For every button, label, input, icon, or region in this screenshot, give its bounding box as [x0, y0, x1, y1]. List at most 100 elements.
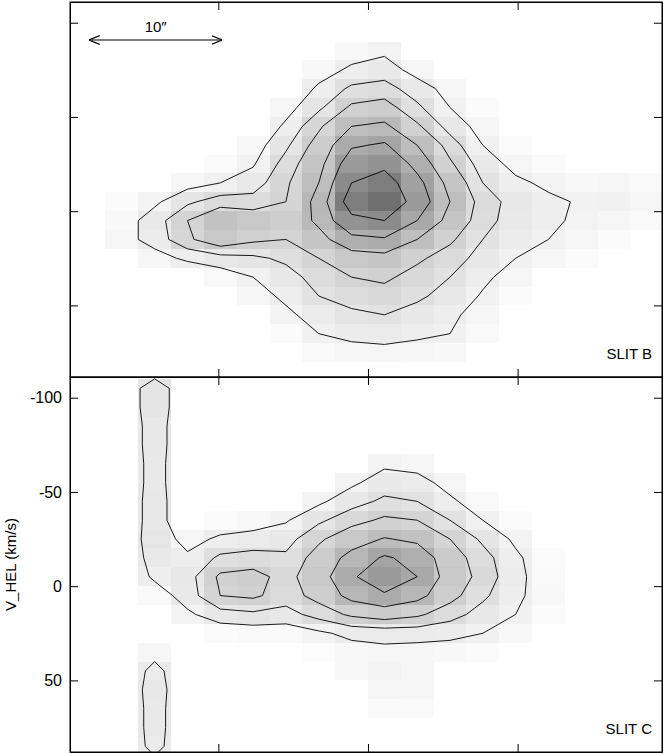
heat-cell: [499, 737, 532, 752]
heat-cell: [204, 680, 237, 699]
heat-cell: [105, 305, 138, 324]
tick: [654, 586, 662, 587]
heat-cell: [335, 42, 368, 61]
heat-cell: [105, 586, 138, 605]
heat-cell: [237, 473, 270, 492]
heat-cell: [565, 473, 598, 492]
panel-title: SLIT C: [606, 720, 653, 737]
heat-cell: [565, 662, 598, 681]
heat-cell: [466, 23, 499, 42]
heat-cell: [499, 79, 532, 98]
tick-mark: [654, 211, 662, 212]
heat-cell: [401, 605, 434, 624]
heat-cell: [105, 60, 138, 79]
heat-cell: [237, 718, 270, 737]
heat-cell: [598, 117, 631, 136]
heat-cell: [368, 379, 401, 398]
axis-line: [654, 3, 663, 378]
heat-cell: [105, 492, 138, 511]
heat-cell: [434, 136, 467, 155]
heat-cell: [565, 117, 598, 136]
tick: [518, 377, 519, 385]
heat-cell: [335, 192, 368, 211]
heat-cell: [171, 268, 204, 287]
heat-cell: [499, 624, 532, 643]
contour-line: [140, 379, 526, 752]
tick-mark: [368, 377, 369, 385]
heat-cell: [630, 398, 662, 417]
figure: SLIT B10″-100-50050SLIT CV_HEL (km/s): [0, 0, 665, 754]
heat-cell: [532, 287, 565, 306]
heat-cell: [335, 287, 368, 306]
heat-cell: [630, 60, 662, 79]
axis-line: [71, 369, 663, 378]
heat-cell: [401, 680, 434, 699]
heat-cell: [368, 548, 401, 567]
heat-cell: [598, 79, 631, 98]
heat-cell: [171, 23, 204, 42]
heat-cell: [466, 417, 499, 436]
heat-cell: [499, 23, 532, 42]
heat-cell: [270, 662, 303, 681]
heat-cell: [73, 662, 106, 681]
heat-cell: [434, 23, 467, 42]
contour-line: [330, 538, 439, 607]
heat-cell: [105, 268, 138, 287]
heat-cell: [466, 737, 499, 752]
heat-cell: [335, 343, 368, 362]
heat-cell: [302, 454, 335, 473]
heat-cell: [401, 343, 434, 362]
heat-cell: [73, 268, 106, 287]
contour-line: [311, 122, 450, 253]
heat-cell: [565, 586, 598, 605]
heat-cell: [138, 567, 171, 586]
heat-cell: [335, 98, 368, 117]
heat-cell: [630, 548, 662, 567]
heat-cell: [401, 473, 434, 492]
heat-cell: [335, 699, 368, 718]
heat-cell: [499, 305, 532, 324]
heat-cell: [598, 211, 631, 230]
heat-cell: [434, 473, 467, 492]
heat-cell: [532, 42, 565, 61]
heat-cell: [401, 4, 434, 23]
heat-cell: [335, 605, 368, 624]
heat-cell: [434, 454, 467, 473]
heat-cell: [401, 287, 434, 306]
heat-cell: [401, 155, 434, 174]
heat-cell: [499, 662, 532, 681]
heat-cell: [105, 230, 138, 249]
heat-cell: [532, 718, 565, 737]
tick-mark: [654, 398, 662, 399]
heat-cell: [598, 362, 631, 377]
heat-cell: [630, 23, 662, 42]
heat-cell: [401, 530, 434, 549]
heat-cell: [204, 343, 237, 362]
heat-cell: [270, 23, 303, 42]
heat-cell: [138, 718, 171, 737]
heat-cell: [466, 718, 499, 737]
heat-cell: [73, 699, 106, 718]
heat-cell: [532, 643, 565, 662]
tick: [654, 23, 662, 24]
tick-mark: [70, 492, 78, 493]
heat-cell: [270, 268, 303, 287]
heat-cell: [105, 23, 138, 42]
heat-cell: [105, 417, 138, 436]
tick: [70, 23, 78, 24]
heat-cell: [270, 699, 303, 718]
heat-cell: [565, 305, 598, 324]
heat-cell: [73, 249, 106, 268]
heat-cell: [270, 473, 303, 492]
heat-cell: [204, 60, 237, 79]
heat-cell: [401, 42, 434, 61]
heat-cell: [138, 398, 171, 417]
heat-cell: [499, 173, 532, 192]
heat-cell: [598, 287, 631, 306]
heat-cell: [171, 173, 204, 192]
heat-cell: [270, 398, 303, 417]
heat-cell: [73, 492, 106, 511]
tick-mark: [654, 117, 662, 118]
heat-cell: [73, 435, 106, 454]
heat-cell: [368, 699, 401, 718]
